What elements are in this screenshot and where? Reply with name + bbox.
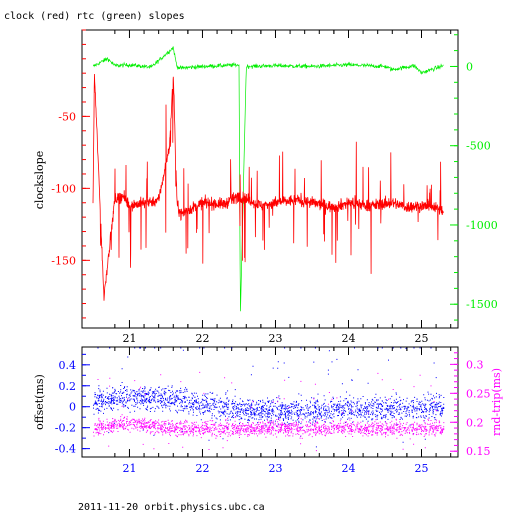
x-tick-label: 21 xyxy=(122,332,136,345)
y-tick-label: 0.25 xyxy=(466,387,491,400)
clock-slope-line xyxy=(92,73,444,301)
y-tick-label: -50 xyxy=(58,110,76,123)
x-tick-label: 23 xyxy=(268,332,282,345)
top-y-axis-label: clockslope xyxy=(33,151,46,209)
y-tick-label: -1500 xyxy=(466,298,498,311)
rtc-slope-line xyxy=(92,46,444,312)
top-plot-frame xyxy=(81,29,459,329)
rtc-slope-series xyxy=(92,46,444,312)
rnd-trip-points xyxy=(93,371,445,452)
y-tick-label: -0.2 xyxy=(55,422,76,435)
y-tick-label: -500 xyxy=(466,140,491,153)
y-tick-label: -0.4 xyxy=(55,443,76,456)
x-tick-label: 23 xyxy=(268,462,282,475)
y-tick-label: 0.4 xyxy=(59,359,77,372)
bottom-plot-frame xyxy=(81,346,459,458)
bottom-x-axis: 21 22 23 24 25 xyxy=(114,347,452,475)
x-tick-label: 22 xyxy=(195,462,209,475)
x-tick-label: 24 xyxy=(341,462,355,475)
offset-series xyxy=(93,347,445,448)
clock-slope-series xyxy=(92,73,444,301)
y-tick-label: -1000 xyxy=(466,219,498,232)
top-x-axis: 21 22 23 24 25 xyxy=(114,30,452,345)
footer-text: 2011-11-20 orbit.physics.ubc.ca xyxy=(78,502,265,512)
x-tick-label: 22 xyxy=(195,332,209,345)
y-tick-label: -100 xyxy=(51,182,76,195)
top-left-axis: -50 -100 -150 xyxy=(51,29,90,319)
bottom-left-axis: 0.4 0.2 0 -0.2 -0.4 xyxy=(55,353,90,456)
offset-points xyxy=(93,347,445,448)
x-tick-label: 24 xyxy=(341,332,355,345)
chart-title: clock (red) rtc (green) slopes xyxy=(4,11,185,22)
y-tick-label: 0.2 xyxy=(59,380,77,393)
offset-axis-label: offset(ms) xyxy=(33,374,46,430)
y-tick-label: 0 xyxy=(69,401,76,414)
x-tick-label: 21 xyxy=(122,462,136,475)
y-tick-label: 0 xyxy=(466,60,473,73)
top-right-axis: 0 -500 -1000 -1500 xyxy=(450,34,498,321)
x-tick-label: 25 xyxy=(414,332,428,345)
x-tick-label: 25 xyxy=(414,462,428,475)
y-tick-label: -150 xyxy=(51,254,76,267)
y-tick-label: 0.3 xyxy=(466,358,484,371)
y-tick-label: 0.15 xyxy=(466,445,491,458)
rnd-trip-axis-label: rnd-trip(ms) xyxy=(490,368,503,436)
rnd-trip-series xyxy=(93,371,445,452)
bottom-right-axis: 0.3 0.25 0.2 0.15 xyxy=(450,352,491,458)
y-tick-label: 0.2 xyxy=(466,416,484,429)
